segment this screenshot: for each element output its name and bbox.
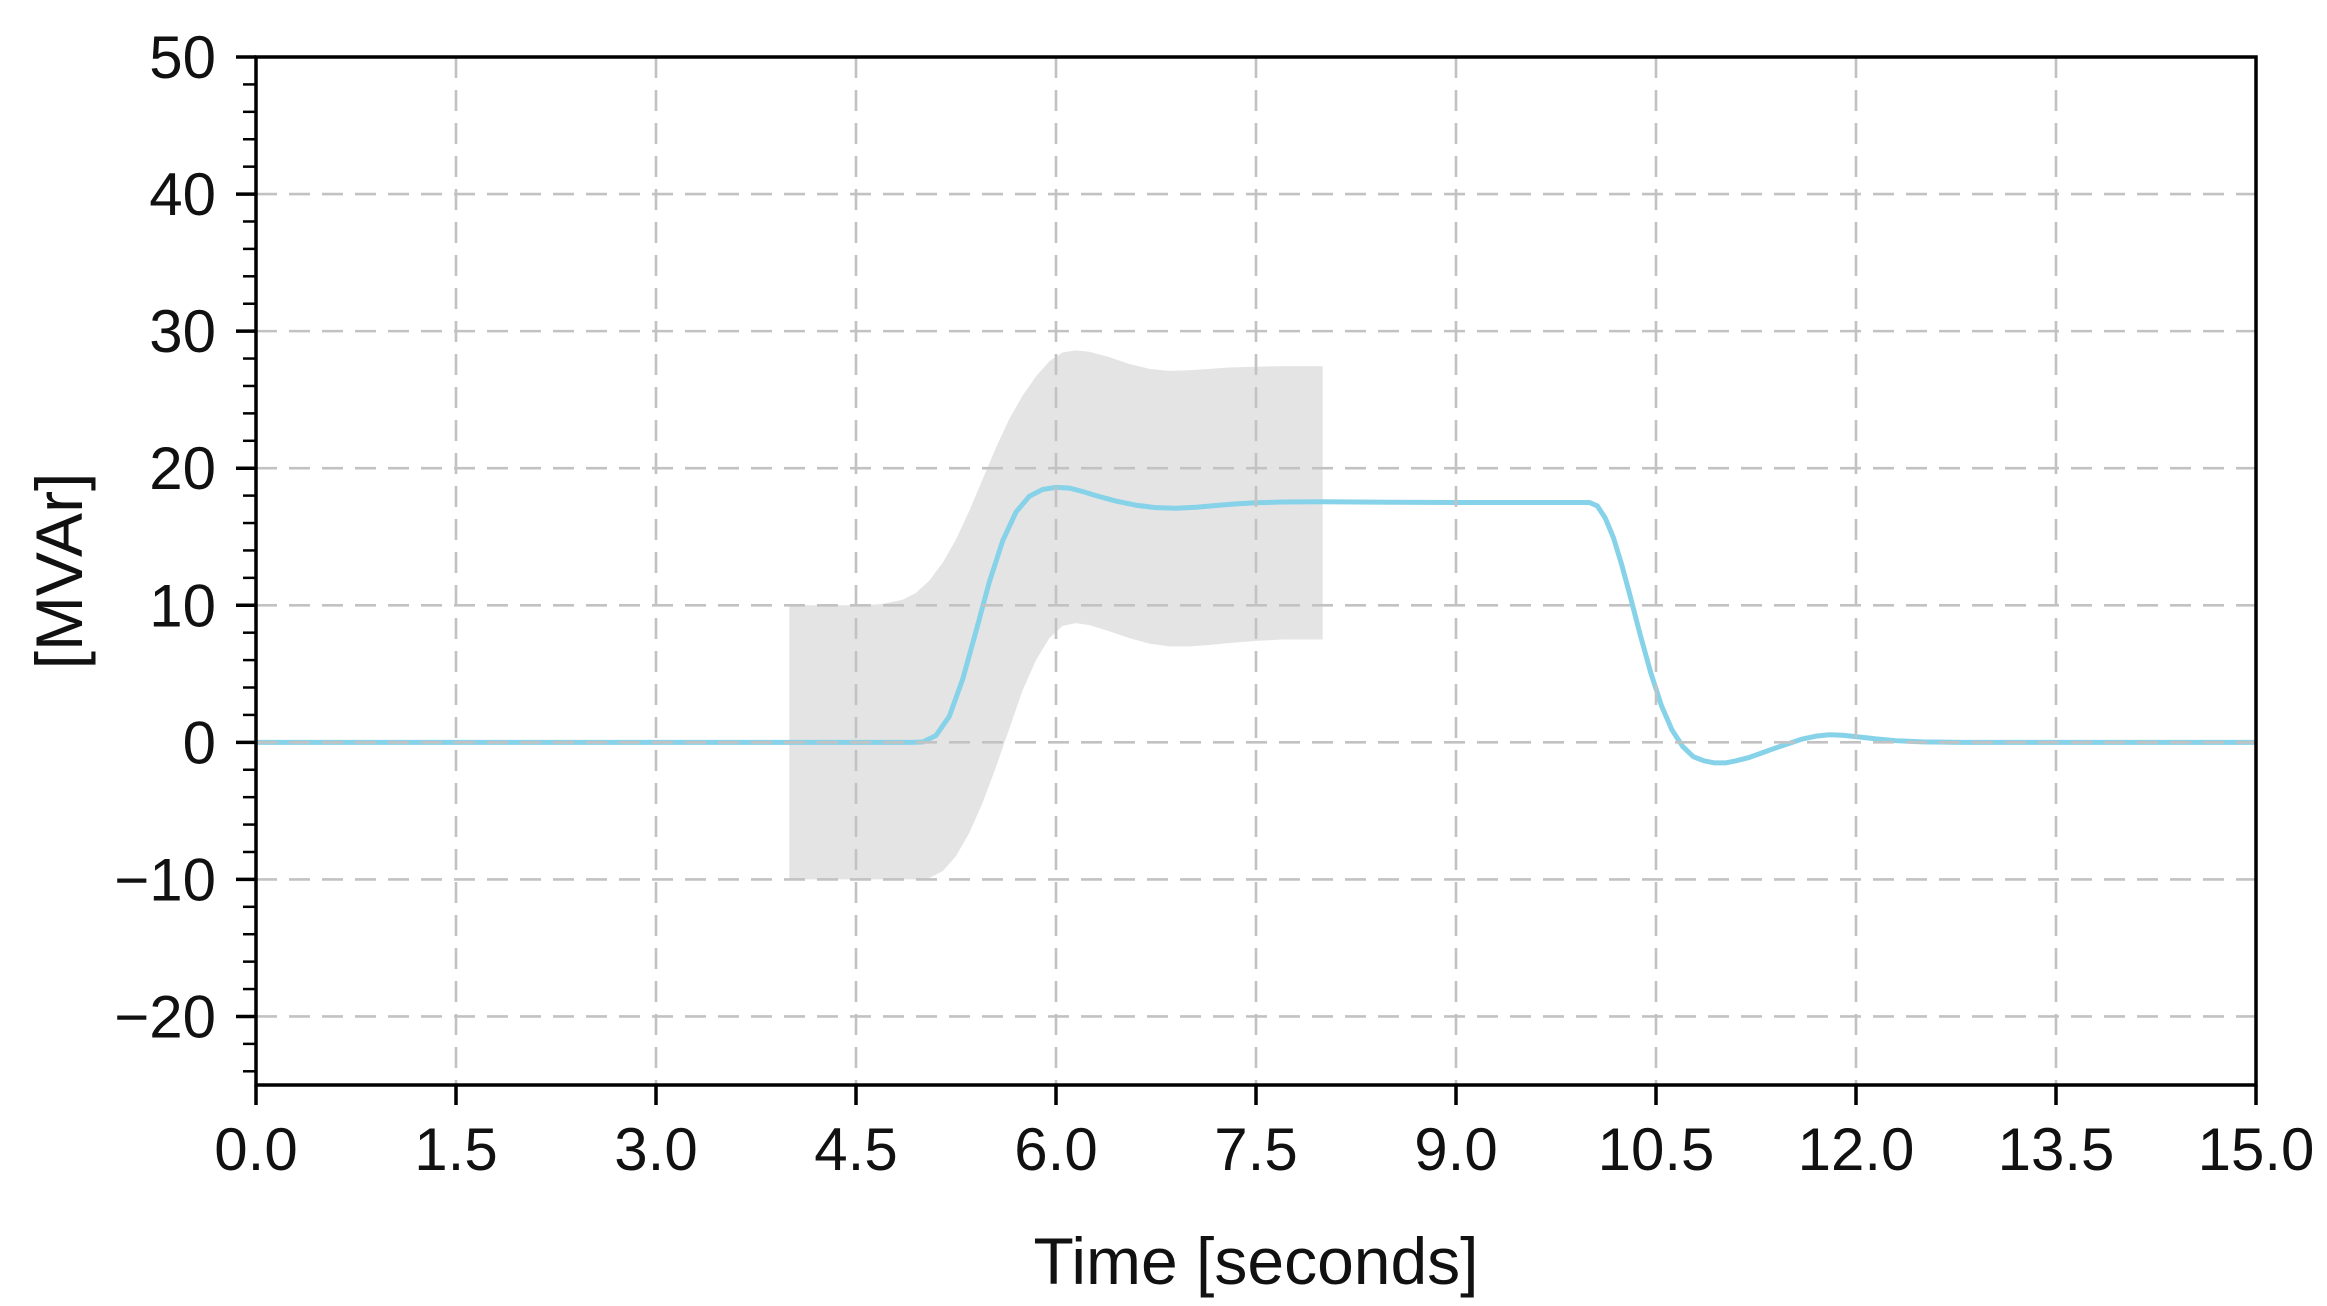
x-tick-label: 3.0 bbox=[614, 1116, 697, 1183]
y-tick-label: 50 bbox=[149, 24, 216, 91]
y-tick-label: −20 bbox=[114, 983, 216, 1050]
tick-label-layer: 0.0 1.5 3.0 4.5 6.0 7.5 9.0 10.5 12.0 13.5 15.0 −20… bbox=[114, 24, 2314, 1183]
grid-layer bbox=[256, 57, 2256, 1085]
y-tick-label: 20 bbox=[149, 435, 216, 502]
x-tick-label: 7.5 bbox=[1214, 1116, 1297, 1183]
x-tick-label: 4.5 bbox=[814, 1116, 897, 1183]
x-tick-label: 15.0 bbox=[2198, 1116, 2315, 1183]
x-tick-label: 1.5 bbox=[414, 1116, 497, 1183]
y-tick-label: 0 bbox=[183, 709, 216, 776]
y-tick-label: 40 bbox=[149, 161, 216, 228]
response-line bbox=[256, 484, 2256, 766]
x-tick-label: 6.0 bbox=[1014, 1116, 1097, 1183]
x-tick-label: 0.0 bbox=[214, 1116, 297, 1183]
axes-layer bbox=[236, 55, 2258, 1105]
band-layer bbox=[789, 350, 1323, 880]
x-tick-label: 9.0 bbox=[1414, 1116, 1497, 1183]
uncertainty-band bbox=[789, 350, 1323, 880]
y-tick-label: 30 bbox=[149, 298, 216, 365]
y-tick-label: −10 bbox=[114, 846, 216, 913]
y-tick-label: 10 bbox=[149, 572, 216, 639]
x-tick-label: 10.5 bbox=[1598, 1116, 1715, 1183]
line-layer bbox=[256, 484, 2256, 766]
x-tick-label: 12.0 bbox=[1798, 1116, 1915, 1183]
x-axis-label: Time [seconds] bbox=[1033, 1224, 1478, 1298]
x-tick-label: 13.5 bbox=[1998, 1116, 2115, 1183]
y-axis-label: [MVAr] bbox=[22, 473, 96, 670]
